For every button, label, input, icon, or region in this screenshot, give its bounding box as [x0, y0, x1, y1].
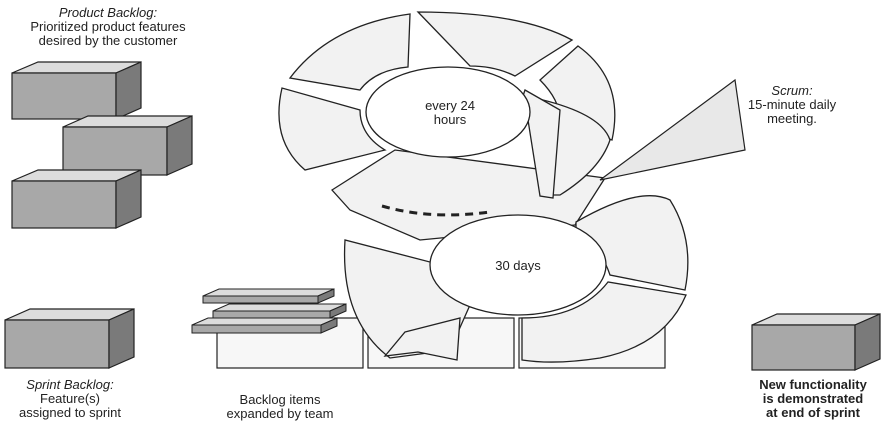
product-backlog-label: Product Backlog: Prioritized product fea…	[8, 6, 208, 48]
new-functionality-line2: is demonstrated	[762, 391, 864, 406]
product-backlog-line2: desired by the customer	[38, 33, 178, 48]
daily-cycle-label: every 24 hours	[400, 99, 500, 127]
new-functionality-block	[751, 313, 881, 371]
sprint-cycle-days: 30 days	[495, 258, 541, 273]
scrum-callout-wedge	[599, 78, 746, 181]
daily-cycle-line1: every 24	[425, 98, 475, 113]
sprint-backlog-line1: Feature(s)	[40, 391, 100, 406]
sprint-cycle-label: 30 days	[468, 259, 568, 273]
sprint-backlog-block	[4, 308, 135, 369]
daily-cycle-center	[365, 66, 531, 158]
product-backlog-line1: Prioritized product features	[30, 19, 186, 34]
sprint-cycle-center	[429, 214, 607, 316]
backlog-item-slabs	[191, 288, 347, 334]
product-backlog-block-3	[11, 169, 142, 229]
product-backlog-block-2	[62, 115, 193, 176]
new-functionality-line1: New functionality	[759, 377, 867, 392]
sprint-backlog-title: Sprint Backlog:	[26, 377, 114, 392]
sprint-backlog-line2: assigned to sprint	[19, 405, 121, 420]
sprint-cycle-arrow-icon	[383, 317, 461, 361]
product-backlog-block-1	[11, 61, 142, 120]
new-functionality-line3: at end of sprint	[766, 405, 860, 420]
scrum-line2: meeting.	[767, 111, 817, 126]
sprint-backlog-label: Sprint Backlog: Feature(s) assigned to s…	[0, 378, 140, 420]
scrum-label: Scrum: 15-minute daily meeting.	[727, 84, 857, 126]
backlog-items-label: Backlog items expanded by team	[205, 393, 355, 421]
backlog-items-line2: expanded by team	[226, 406, 334, 421]
product-backlog-title: Product Backlog:	[58, 5, 158, 20]
scrum-line1: 15-minute daily	[747, 97, 837, 112]
new-functionality-label: New functionality is demonstrated at end…	[738, 378, 888, 420]
daily-cycle-line2: hours	[433, 112, 467, 127]
scrum-title: Scrum:	[771, 83, 813, 98]
backlog-items-line1: Backlog items	[239, 392, 321, 407]
daily-cycle-ring	[278, 11, 616, 196]
